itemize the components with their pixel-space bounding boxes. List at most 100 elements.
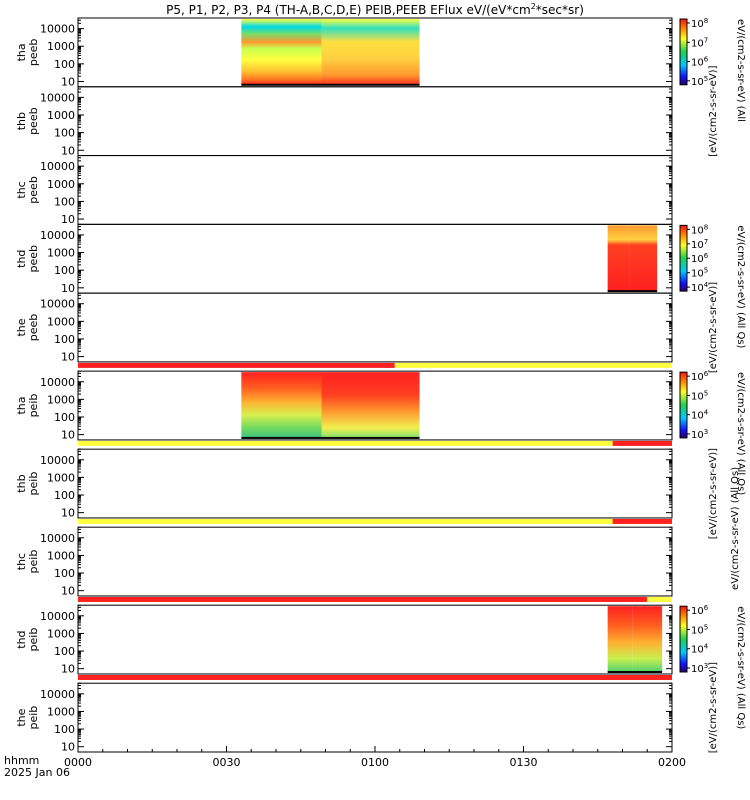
colorbar-units-overlap: [eV/(cm2-s-sr-eV)]: [708, 282, 719, 373]
mode-bar: [78, 440, 672, 446]
y-tick-label: 10000: [40, 160, 75, 173]
x-axis-label-line1: hhmm: [4, 754, 39, 767]
y-axis-label: thcpeib: [15, 550, 40, 574]
mode-segment-yellow: [78, 440, 613, 446]
y-tick-label: 1000: [47, 109, 75, 122]
data-baseline: [241, 436, 420, 439]
colorbar-units-ion_units: [eV/(cm2-s-sr-eV)]: [708, 448, 719, 539]
panel-thc-peeb: 10000 1000 100 10 thcpeeb: [15, 155, 673, 226]
y-tick-label: 10000: [40, 376, 75, 389]
mode-segment-red: [78, 362, 395, 368]
spectrogram-block: [607, 225, 630, 292]
y-tick-label: 10000: [40, 454, 75, 467]
y-tick-label: 100: [54, 195, 75, 208]
panel-frame: [77, 155, 673, 225]
panel-thb-peeb: 10000 1000 100 10 thbpeeb: [15, 86, 673, 157]
y-tick-label: 10: [61, 75, 75, 88]
y-tick-label: 1000: [47, 178, 75, 191]
y-axis-label: thdpeeb: [15, 245, 40, 273]
colorbar-ion: 106 105 104 103 eV/(cm2-s-sr-eV) (All Qs): [679, 370, 746, 495]
colorbar-gradient: [679, 605, 688, 673]
mode-segment-red: [78, 596, 648, 602]
data-baseline: [607, 290, 658, 293]
x-tick-label: 0000: [64, 756, 92, 769]
colorbar-units-units_box: [eV/(cm2-s-sr-eV)]: [708, 65, 719, 156]
spectrogram-block: [321, 372, 420, 438]
panel-the-peib: 10000 1000 100 10 thepeib: [15, 682, 673, 754]
panel-tha-peeb: 10000 1000 100 10 thapeeb: [15, 17, 673, 88]
colorbar-tick-label: 104: [691, 643, 709, 656]
colorbar-tick-label: 107: [691, 36, 708, 49]
y-tick-label: 10000: [40, 688, 75, 701]
colorbar-label: eV/(cm2-s-sr-eV) (All: [735, 19, 746, 122]
panel-frame: [77, 448, 673, 519]
x-tick-label: 0030: [213, 756, 241, 769]
panel-frame: [77, 292, 673, 363]
panel-frame: [77, 86, 673, 157]
x-tick-label: 0130: [510, 756, 538, 769]
y-tick-label: 10: [61, 144, 75, 157]
mode-bar: [78, 674, 672, 680]
colorbar-tick-label: 108: [691, 17, 708, 30]
x-axis-label-line2: 2025 Jan 06: [4, 766, 70, 779]
colorbar-tick-label: 105: [691, 389, 708, 402]
panel-thd-peeb: 10000 1000 100 10 thdpeeb: [15, 223, 673, 295]
y-axis-label: thbpeib: [15, 472, 40, 496]
panel-the-peeb: 10000 1000 100 10 thepeeb: [15, 292, 673, 364]
y-tick-label: 10: [61, 351, 75, 364]
colorbar-tick-label: 106: [691, 604, 709, 617]
y-tick-label: 100: [54, 411, 75, 424]
spectrogram-block: [241, 372, 322, 438]
spectrogram-block: [607, 606, 633, 672]
mode-bars-layer: [78, 362, 672, 680]
y-tick-label: 10: [61, 663, 75, 676]
y-tick-label: 100: [54, 567, 75, 580]
colorbar-gradient: [679, 224, 688, 292]
colorbar-tick-label: 106: [691, 252, 709, 265]
mode-segment-red: [612, 518, 672, 524]
y-tick-label: 10000: [40, 229, 75, 242]
panels-layer: 10000100010010thapeeb10000100010010thbpe…: [15, 17, 673, 754]
mode-segment-yellow: [78, 518, 613, 524]
panel-frame: [77, 682, 673, 753]
y-tick-label: 10: [61, 429, 75, 442]
y-tick-label: 1000: [47, 247, 75, 260]
mode-bar: [78, 596, 672, 602]
y-tick-label: 100: [54, 58, 75, 71]
y-axis-label: thbpeeb: [15, 107, 40, 135]
chart-title: P5, P1, P2, P3, P4 (TH-A,B,C,D,E) PEIB,P…: [166, 2, 584, 17]
colorbar-label: eV/(cm2-s-sr-eV) (All Qs): [735, 372, 746, 495]
y-tick-label: 10000: [40, 23, 75, 36]
colorbar-tick-label: 107: [691, 238, 708, 251]
y-tick-label: 100: [54, 264, 75, 277]
colorbar-electron: 108 107 106 105 eV/(cm2-s-sr-eV) (All: [679, 17, 746, 122]
y-axis-label: thapeeb: [15, 39, 40, 67]
y-tick-label: 10000: [40, 91, 75, 104]
y-tick-label: 100: [54, 645, 75, 658]
panel-thd-peib: 10000 1000 100 10 thdpeib: [15, 604, 673, 676]
y-tick-label: 100: [54, 333, 75, 346]
spectrogram-block: [321, 19, 420, 85]
y-tick-label: 10: [61, 585, 75, 598]
colorbar-tick-label: 103: [691, 428, 708, 441]
y-axis-label: thdpeib: [15, 628, 40, 652]
y-tick-label: 1000: [47, 471, 75, 484]
panel-thb-peib: 10000 1000 100 10 thbpeib: [15, 448, 673, 520]
y-tick-label: 100: [54, 489, 75, 502]
y-tick-label: 10: [61, 282, 75, 295]
colorbar-tick-label: 106: [691, 370, 709, 383]
colorbar-gradient: [679, 18, 688, 86]
colorbar-label: eV/(cm2-s-sr-eV) (All Qs): [735, 225, 746, 348]
y-tick-label: 100: [54, 723, 75, 736]
x-tick-label: 0100: [361, 756, 389, 769]
colorbar-ion-d: 106 105 104 103 eV/(cm2-s-sr-eV) (All Qs): [679, 604, 746, 729]
colorbar-label: eV/(cm2-s-sr-eV) (All Qs): [735, 606, 746, 729]
y-tick-label: 10: [61, 213, 75, 226]
panel-frame: [77, 604, 673, 675]
mode-bar: [78, 362, 672, 368]
panel-thc-peib: 10000 1000 100 10 thcpeib: [15, 526, 673, 598]
panel-frame: [77, 223, 673, 294]
